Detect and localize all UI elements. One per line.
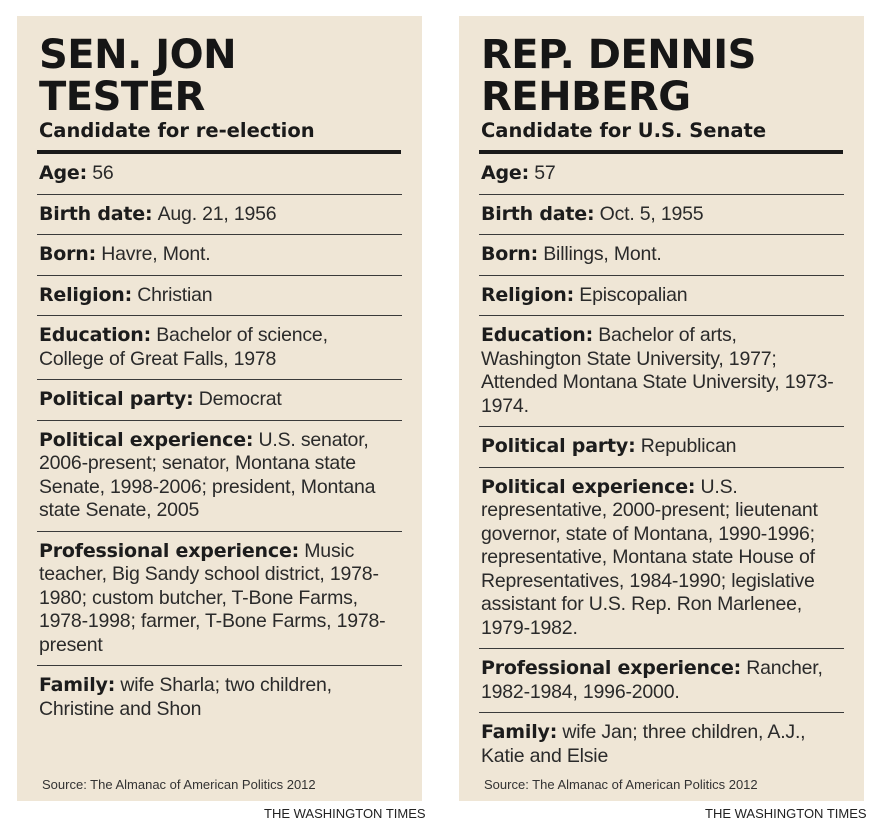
fact-value: wife Jan; three children, A.J., Katie an… bbox=[481, 721, 806, 767]
fact-label: Age: bbox=[39, 162, 87, 184]
candidate-subtitle: Candidate for U.S. Senate bbox=[481, 119, 767, 142]
fact-age: Age: 56 bbox=[37, 154, 402, 195]
fact-label: Political experience: bbox=[481, 475, 696, 498]
fact-value: Music teacher, Big Sandy school district… bbox=[39, 539, 386, 656]
fact-value: Bachelor of arts, Washington State Unive… bbox=[481, 324, 834, 417]
fact-value: Rancher, 1982-1984, 1996-2000. bbox=[481, 657, 823, 703]
fact-political-party: Political party: Republican bbox=[479, 427, 844, 468]
fact-label: Education: bbox=[481, 324, 593, 346]
fact-label: Religion: bbox=[39, 283, 133, 306]
fact-label: Age: bbox=[481, 162, 529, 184]
publisher-credit: THE WASHINGTON TIMES bbox=[264, 806, 426, 821]
facts-list: Age: 57 Birth date: Oct. 5, 1955 Born: B… bbox=[479, 154, 844, 776]
fact-political-party: Political party: Democrat bbox=[37, 380, 402, 421]
fact-label: Political experience: bbox=[39, 428, 254, 451]
fact-label: Political party: bbox=[481, 435, 636, 457]
fact-family: Family: wife Jan; three children, A.J., … bbox=[479, 713, 844, 776]
fact-political-experience: Political experience: U.S. representativ… bbox=[479, 468, 844, 649]
fact-label: Family: bbox=[39, 674, 116, 696]
fact-value: 56 bbox=[92, 162, 114, 184]
fact-value: wife Sharla; two children, Christine and… bbox=[39, 674, 332, 720]
facts-list: Age: 56 Birth date: Aug. 21, 1956 Born: … bbox=[37, 154, 402, 729]
fact-label: Family: bbox=[481, 721, 558, 743]
candidate-name: REP. DENNIS REHBERG bbox=[479, 34, 844, 118]
fact-born: Born: Billings, Mont. bbox=[479, 235, 844, 276]
fact-education: Education: Bachelor of arts, Washington … bbox=[479, 316, 844, 427]
fact-label: Birth date: bbox=[39, 202, 153, 225]
candidate-name: SEN. JON TESTER bbox=[37, 34, 402, 118]
fact-value: U.S. representative, 2000-present; lieut… bbox=[481, 475, 818, 639]
fact-value: Republican bbox=[640, 435, 737, 457]
name-line-1: REP. DENNIS bbox=[481, 32, 756, 78]
fact-political-experience: Political experience: U.S. senator, 2006… bbox=[37, 421, 402, 532]
fact-birth-date: Birth date: Aug. 21, 1956 bbox=[37, 195, 402, 235]
fact-value: Christian bbox=[137, 283, 213, 306]
fact-value: U.S. senator, 2006-present; senator, Mon… bbox=[39, 428, 376, 522]
fact-religion: Religion: Christian bbox=[37, 276, 402, 316]
fact-birth-date: Birth date: Oct. 5, 1955 bbox=[479, 195, 844, 235]
fact-value: Episcopalian bbox=[579, 283, 688, 306]
fact-label: Born: bbox=[39, 243, 97, 265]
fact-label: Birth date: bbox=[481, 202, 595, 225]
fact-value: Billings, Mont. bbox=[543, 243, 662, 265]
fact-age: Age: 57 bbox=[479, 154, 844, 195]
fact-religion: Religion: Episcopalian bbox=[479, 276, 844, 316]
fact-value: Havre, Mont. bbox=[101, 243, 211, 265]
fact-education: Education: Bachelor of science, College … bbox=[37, 316, 402, 380]
fact-label: Born: bbox=[481, 243, 539, 265]
fact-professional-experience: Professional experience: Rancher, 1982-1… bbox=[479, 649, 844, 713]
fact-family: Family: wife Sharla; two children, Chris… bbox=[37, 666, 402, 729]
fact-value: Bachelor of science, College of Great Fa… bbox=[39, 324, 328, 370]
fact-label: Religion: bbox=[481, 283, 575, 306]
fact-professional-experience: Professional experience: Music teacher, … bbox=[37, 532, 402, 666]
fact-label: Political party: bbox=[39, 388, 194, 410]
name-line-2: TESTER bbox=[39, 74, 205, 120]
fact-value: 57 bbox=[534, 162, 556, 184]
source-note: Source: The Almanac of American Politics… bbox=[42, 777, 316, 792]
source-note: Source: The Almanac of American Politics… bbox=[484, 777, 758, 792]
candidate-card-tester: SEN. JON TESTER Candidate for re-electio… bbox=[17, 16, 422, 801]
fact-value: Democrat bbox=[198, 388, 282, 410]
name-line-2: REHBERG bbox=[481, 74, 691, 120]
publisher-credit: THE WASHINGTON TIMES bbox=[705, 806, 867, 821]
divider bbox=[479, 150, 843, 154]
fact-value: Aug. 21, 1956 bbox=[157, 202, 277, 225]
divider bbox=[37, 150, 401, 154]
candidate-subtitle: Candidate for re-election bbox=[39, 119, 315, 142]
candidate-card-rehberg: REP. DENNIS REHBERG Candidate for U.S. S… bbox=[459, 16, 864, 801]
fact-label: Education: bbox=[39, 324, 151, 346]
fact-label: Professional experience: bbox=[39, 539, 300, 562]
fact-label: Professional experience: bbox=[481, 657, 742, 679]
fact-value: Oct. 5, 1955 bbox=[599, 202, 704, 225]
name-line-1: SEN. JON bbox=[39, 32, 237, 78]
fact-born: Born: Havre, Mont. bbox=[37, 235, 402, 276]
